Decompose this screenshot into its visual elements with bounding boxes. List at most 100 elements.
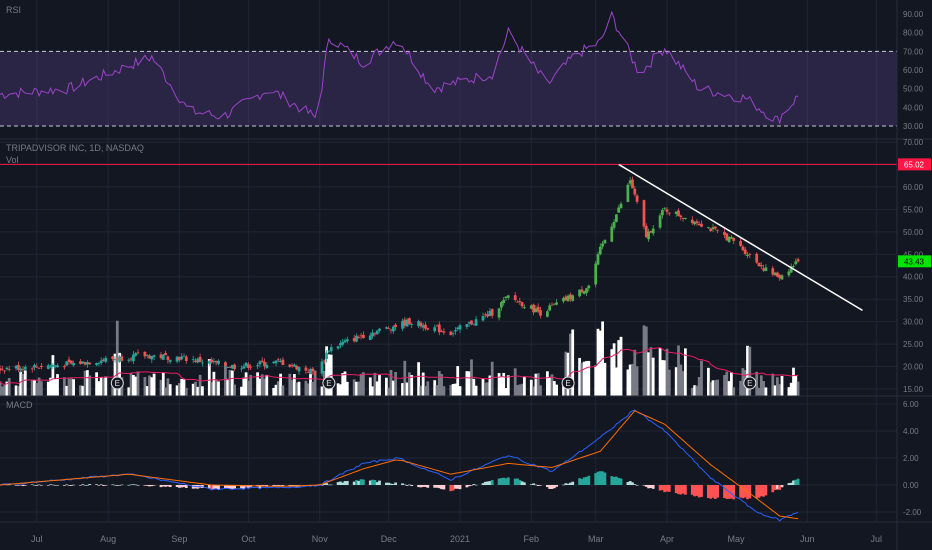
macd-histogram-bar: [387, 482, 391, 485]
macd-histogram-bar: [40, 485, 43, 486]
volume-bar: [502, 372, 506, 396]
rsi-pane[interactable]: RSI: [0, 5, 897, 127]
volume-bar: [690, 387, 694, 396]
volume-bar: [739, 380, 742, 396]
price-axis-tick-label: 30.00: [903, 318, 924, 327]
macd-pane[interactable]: MACD: [0, 400, 800, 522]
macd-histogram-bar: [242, 485, 246, 489]
candle-body: [467, 322, 471, 324]
macd-histogram-bar: [564, 483, 568, 485]
volume-bar: [19, 371, 23, 396]
macd-histogram-bar: [56, 484, 59, 486]
candlesticks: [0, 176, 800, 377]
rsi-axis-tick-label: 50.00: [903, 85, 924, 94]
volume-bar: [465, 371, 469, 396]
candle-body: [129, 358, 133, 360]
volume-bar: [23, 370, 27, 396]
candle-body: [233, 364, 236, 370]
candle-body: [516, 301, 519, 303]
macd-label[interactable]: MACD: [6, 400, 33, 410]
candle-body: [297, 367, 301, 372]
earnings-marker-circle: [561, 376, 575, 390]
time-axis-label: Jun: [800, 534, 815, 544]
macd-axis[interactable]: 6.00 4.00 2.00 0.00 -2.00: [903, 400, 922, 517]
earnings-marker[interactable]: E: [743, 376, 757, 390]
candle-body: [164, 353, 167, 356]
candle-body: [787, 271, 791, 276]
earnings-marker[interactable]: E: [561, 376, 575, 390]
volume-label[interactable]: Vol: [6, 155, 19, 165]
volume-bar: [539, 385, 542, 396]
candle-body: [713, 226, 717, 229]
volume-bar: [403, 360, 407, 396]
candle-body: [194, 360, 197, 362]
resistance-price-badge[interactable]: 65.02: [898, 158, 931, 171]
symbol-label[interactable]: TRIPADVISOR INC, 1D, NASDAQ: [6, 143, 144, 153]
last-price-badge[interactable]: 43.43: [898, 255, 931, 268]
volume-bar: [362, 372, 365, 396]
rsi-axis[interactable]: 90.00 80.00 70.00 60.00 50.00 40.00 30.00: [903, 10, 924, 131]
candle-body: [118, 356, 121, 362]
volume-bar: [504, 387, 508, 396]
volume-bar: [150, 377, 154, 396]
candle-body: [778, 274, 782, 279]
candle-body: [371, 332, 374, 337]
candle-body: [486, 314, 489, 317]
candle-body: [184, 356, 188, 362]
candle-body: [293, 364, 296, 367]
candle-body: [95, 363, 98, 365]
trendline[interactable]: [618, 163, 863, 312]
macd-histogram-bar: [713, 485, 717, 499]
price-pane[interactable]: E E E E TRIPADVISOR INC, 1D, NASDAQ Vol: [0, 143, 897, 396]
volume-bar: [532, 386, 535, 396]
macd-histogram-bar: [127, 484, 131, 486]
volume-bar: [0, 381, 2, 396]
candle-body: [707, 227, 710, 229]
macd-histogram-bar: [456, 485, 460, 489]
candle-body: [548, 305, 552, 311]
volume-bar: [201, 386, 204, 396]
volume-bar: [764, 387, 768, 396]
candle-body: [17, 365, 20, 370]
macd-histogram-bar: [626, 482, 630, 485]
volume-bar: [111, 385, 115, 396]
volume-bar: [0, 386, 4, 396]
volume-bar: [716, 379, 719, 396]
candle-body: [449, 331, 453, 336]
macd-histogram-bar: [17, 485, 20, 486]
volume-bar: [311, 381, 315, 396]
macd-axis-tick-label: 6.00: [903, 400, 919, 409]
earnings-marker[interactable]: E: [322, 376, 336, 390]
time-axis[interactable]: Jul Aug Sep Oct Nov Dec 2021 Feb Mar Apr May Jun Jul: [31, 534, 882, 544]
macd-histogram-bar: [148, 485, 151, 487]
candle-body: [628, 180, 632, 184]
macd-histogram-bar: [322, 483, 326, 485]
candle-body: [249, 366, 253, 368]
macd-histogram: [0, 471, 800, 500]
volume-bar: [725, 371, 729, 396]
candle-body: [212, 361, 216, 363]
candle-body: [166, 356, 170, 360]
volume-bar: [233, 384, 236, 396]
volume-bar: [260, 374, 264, 396]
volume-bar: [711, 380, 715, 396]
macd-axis-tick-label: 4.00: [903, 427, 919, 436]
candle-body: [780, 275, 784, 280]
macd-histogram-bar: [7, 484, 11, 486]
volume-bar: [247, 380, 250, 396]
rsi-label[interactable]: RSI: [6, 5, 21, 15]
candle-body: [357, 337, 361, 338]
macd-histogram-bar: [651, 485, 655, 489]
macd-histogram-bar: [373, 480, 377, 485]
earnings-marker[interactable]: E: [110, 376, 124, 390]
macd-histogram-bar: [470, 485, 473, 486]
volume-bar: [258, 378, 262, 396]
candle-body: [115, 358, 119, 361]
candle-body: [598, 246, 602, 255]
macd-histogram-bar: [755, 485, 759, 499]
macd-histogram-bar: [352, 481, 356, 485]
macd-histogram-bar: [594, 473, 598, 485]
volume-bar: [534, 373, 538, 396]
